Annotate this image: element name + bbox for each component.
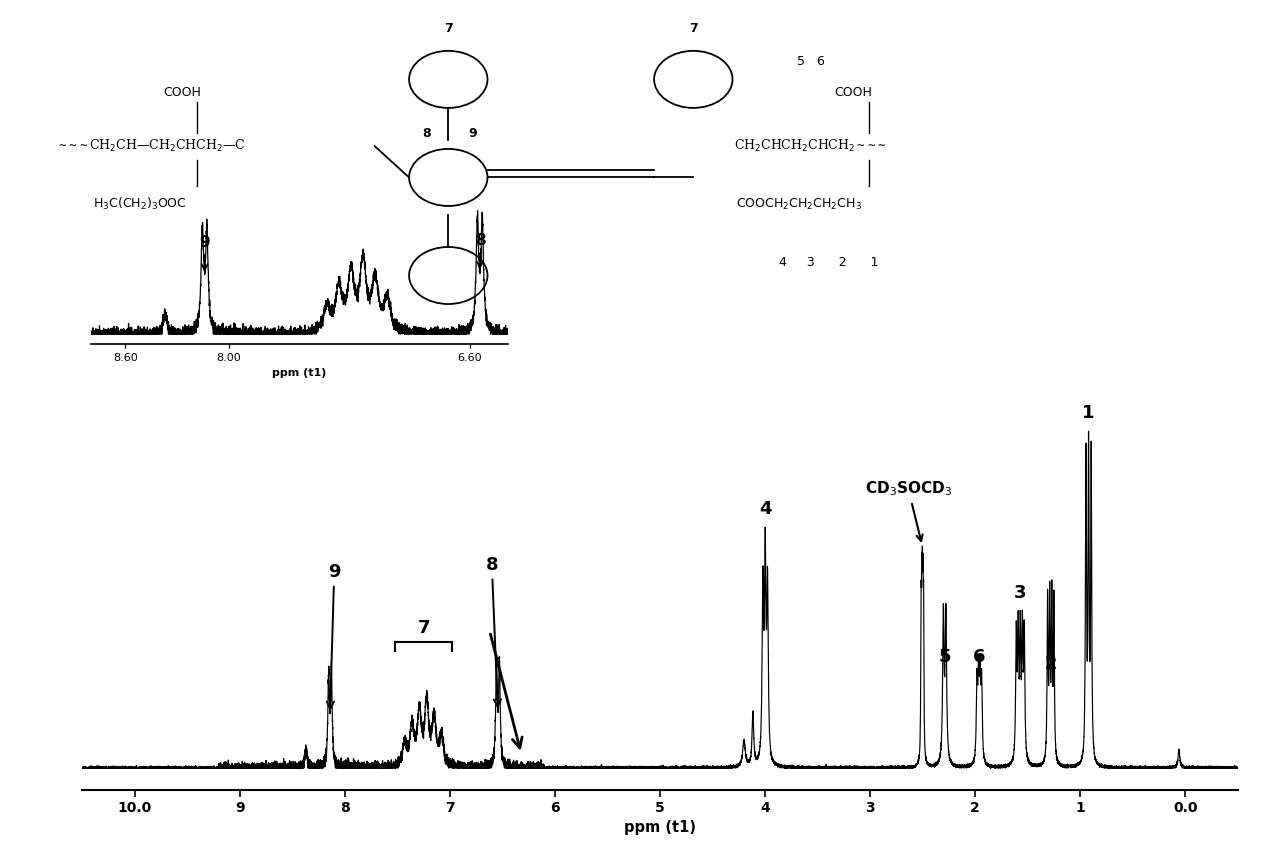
Text: 7: 7: [443, 22, 452, 35]
Text: 8: 8: [475, 233, 485, 267]
Text: 2: 2: [1045, 655, 1057, 672]
Text: COOH: COOH: [834, 87, 871, 99]
Text: 1: 1: [1082, 404, 1095, 422]
Text: 7: 7: [688, 22, 697, 35]
Text: CH$_2$CHCH$_2$CHCH$_2$$\mathtt{\sim\!\sim\!\sim}$: CH$_2$CHCH$_2$CHCH$_2$$\mathtt{\sim\!\si…: [734, 138, 887, 155]
Text: COOCH$_2$CH$_2$CH$_2$CH$_3$: COOCH$_2$CH$_2$CH$_2$CH$_3$: [736, 197, 863, 211]
X-axis label: ppm (t1): ppm (t1): [272, 368, 327, 379]
Text: 4: 4: [759, 500, 772, 518]
Text: $\mathtt{\sim\!\sim\!\sim}$CH$_2$CH—CH$_2$CHCH$_2$—C: $\mathtt{\sim\!\sim\!\sim}$CH$_2$CH—CH$_…: [57, 138, 246, 155]
Text: 4     3      2      1: 4 3 2 1: [779, 256, 879, 268]
Text: 9: 9: [200, 235, 210, 270]
X-axis label: ppm (t1): ppm (t1): [624, 819, 696, 835]
Text: H$_3$C(CH$_2$)$_3$OOC: H$_3$C(CH$_2$)$_3$OOC: [93, 196, 187, 212]
Text: 9: 9: [469, 127, 477, 140]
Text: 5: 5: [938, 649, 951, 666]
Text: COOH: COOH: [163, 87, 201, 99]
Text: 5   6: 5 6: [797, 55, 825, 68]
Text: 8: 8: [422, 127, 431, 140]
Text: 8: 8: [485, 556, 501, 706]
Text: 3: 3: [1014, 584, 1027, 602]
Text: CD$_3$SOCD$_3$: CD$_3$SOCD$_3$: [865, 480, 952, 541]
Text: 7: 7: [417, 619, 429, 637]
Text: 9: 9: [327, 563, 341, 709]
Text: 6: 6: [973, 648, 985, 666]
